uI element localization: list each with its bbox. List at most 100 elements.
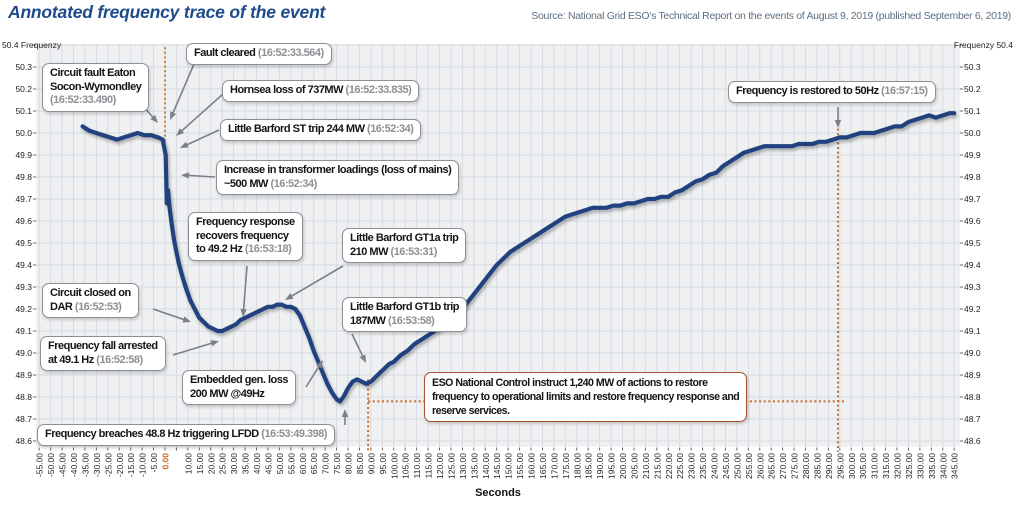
annotation-arrowhead (150, 114, 158, 123)
x-axis-label: 330.00 (915, 453, 925, 479)
x-axis-label: 220.00 (664, 453, 674, 479)
x-axis-label: 170.00 (549, 453, 559, 479)
x-axis-label: 245.00 (721, 453, 731, 479)
x-axis-label: 300.00 (847, 453, 857, 479)
x-axis-label: 235.00 (698, 453, 708, 479)
y-axis-label-right: 48.6 (964, 436, 981, 446)
x-axis-label: 85.00 (355, 453, 365, 475)
x-axis-label: 30.00 (229, 453, 239, 475)
y-axis-label-left: 49.4 (15, 260, 32, 270)
page-title: Annotated frequency trace of the event (8, 2, 326, 22)
y-axis-label-left: 49.5 (15, 238, 32, 248)
annotation-arrow (179, 93, 224, 133)
x-axis-label: 305.00 (858, 453, 868, 479)
y-axis-label-right: 49.3 (964, 282, 981, 292)
y-axis-label-right: 48.7 (964, 414, 981, 424)
annotation-arrow (305, 364, 321, 388)
x-axis-label: 120.00 (435, 453, 445, 479)
y-axis-label-left: 50.0 (15, 128, 32, 138)
y-axis-label-right: 49.9 (964, 150, 981, 160)
annotation-arrow (289, 265, 344, 298)
x-axis-label: 15.00 (195, 453, 205, 475)
x-axis-label: 65.00 (309, 453, 319, 475)
annotation-arrowhead (182, 316, 191, 323)
x-axis-label: 150.00 (504, 453, 514, 479)
annotation-arrowhead (210, 340, 219, 347)
x-axis-label: 0.00 (161, 453, 171, 470)
annotation-arrowhead (316, 360, 323, 369)
y-axis-label-left: 49.6 (15, 216, 32, 226)
x-axis-label: 80.00 (344, 453, 354, 475)
x-axis-label: -50.00 (46, 453, 56, 477)
y-axis-label-right: 48.8 (964, 392, 981, 402)
annotation-arrowhead (341, 409, 349, 417)
x-axis-label: 70.00 (321, 453, 331, 475)
x-axis-label: -10.00 (138, 453, 148, 477)
y-axis-label-left: 49.2 (15, 304, 32, 314)
x-axis-label: 100.00 (389, 453, 399, 479)
x-axis-label: 315.00 (881, 453, 891, 479)
y-axis-label-right: 50.0 (964, 128, 981, 138)
x-axis-label: 55.00 (286, 453, 296, 475)
x-axis-label: 275.00 (790, 453, 800, 479)
x-axis-label: 250.00 (732, 453, 742, 479)
y-axis-label-right: 50.1 (964, 106, 981, 116)
x-axis-label: 200.00 (618, 453, 628, 479)
x-axis-label: 285.00 (812, 453, 822, 479)
x-axis-label: 280.00 (801, 453, 811, 479)
y-axis-label-left: 48.8 (15, 392, 32, 402)
y-axis-label-right: 50.2 (964, 84, 981, 94)
x-axis-label: 260.00 (755, 453, 765, 479)
annotation-arrowhead (834, 120, 842, 128)
y-axis-label-right: 49.2 (964, 304, 981, 314)
y-axis-label-left: 49.0 (15, 348, 32, 358)
annotation-arrowhead (285, 293, 294, 300)
x-axis-label: 190.00 (595, 453, 605, 479)
x-axis-label: 340.00 (938, 453, 948, 479)
x-axis-label: 240.00 (710, 453, 720, 479)
y-axis-label-right: 49.6 (964, 216, 981, 226)
x-axis-label: -30.00 (92, 453, 102, 477)
annotation-arrow (171, 63, 195, 115)
y-axis-label-right: 49.0 (964, 348, 981, 358)
x-axis-label: 125.00 (446, 453, 456, 479)
y-axis-label-right: 49.5 (964, 238, 981, 248)
y-axis-label-left: 50.4 Frequenzy (2, 40, 62, 50)
y-axis-label-left: 48.7 (15, 414, 32, 424)
x-axis-label: 90.00 (366, 453, 376, 475)
x-axis-label: 195.00 (607, 453, 617, 479)
y-axis-label-right: 49.8 (964, 172, 981, 182)
x-axis-label: 345.00 (950, 453, 960, 479)
x-axis-label: 155.00 (515, 453, 525, 479)
x-axis-label: 225.00 (675, 453, 685, 479)
x-axis-label: -20.00 (115, 453, 125, 477)
x-axis-label: 270.00 (778, 453, 788, 479)
annotation-arrow (351, 333, 365, 358)
x-axis-label: -5.00 (149, 453, 159, 473)
y-axis-label-left: 49.8 (15, 172, 32, 182)
x-axis-label: 130.00 (458, 453, 468, 479)
annotation-arrow (152, 308, 186, 321)
x-axis-label: -40.00 (69, 453, 79, 477)
x-axis-label: 310.00 (870, 453, 880, 479)
x-axis-label: 180.00 (572, 453, 582, 479)
x-axis-label: -25.00 (103, 453, 113, 477)
source-note: Source: National Grid ESO’s Technical Re… (531, 10, 1011, 22)
x-axis-label: 60.00 (298, 453, 308, 475)
x-axis-label: 205.00 (629, 453, 639, 479)
x-axis-label: 50.00 (275, 453, 285, 475)
x-axis-label: 160.00 (527, 453, 537, 479)
x-axis-label: -45.00 (58, 453, 68, 477)
x-axis-label: 10.00 (183, 453, 193, 475)
y-axis-label-left: 49.9 (15, 150, 32, 160)
y-axis-label-left: 50.1 (15, 106, 32, 116)
y-axis-label-right: 48.9 (964, 370, 981, 380)
y-axis-label-right: 49.7 (964, 194, 981, 204)
x-axis-label: -35.00 (80, 453, 90, 477)
annotation-arrow (186, 174, 216, 178)
x-axis-label: 115.00 (424, 453, 434, 479)
x-axis-label: 40.00 (252, 453, 262, 475)
y-axis-label-right: 50.3 (964, 62, 981, 72)
x-axis-label: 135.00 (469, 453, 479, 479)
